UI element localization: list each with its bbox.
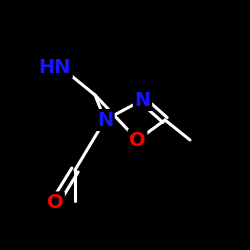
Text: N: N xyxy=(134,90,150,110)
Text: O: O xyxy=(47,193,63,212)
Text: N: N xyxy=(97,110,113,130)
Text: HN: HN xyxy=(39,58,71,77)
Text: O: O xyxy=(129,130,146,150)
